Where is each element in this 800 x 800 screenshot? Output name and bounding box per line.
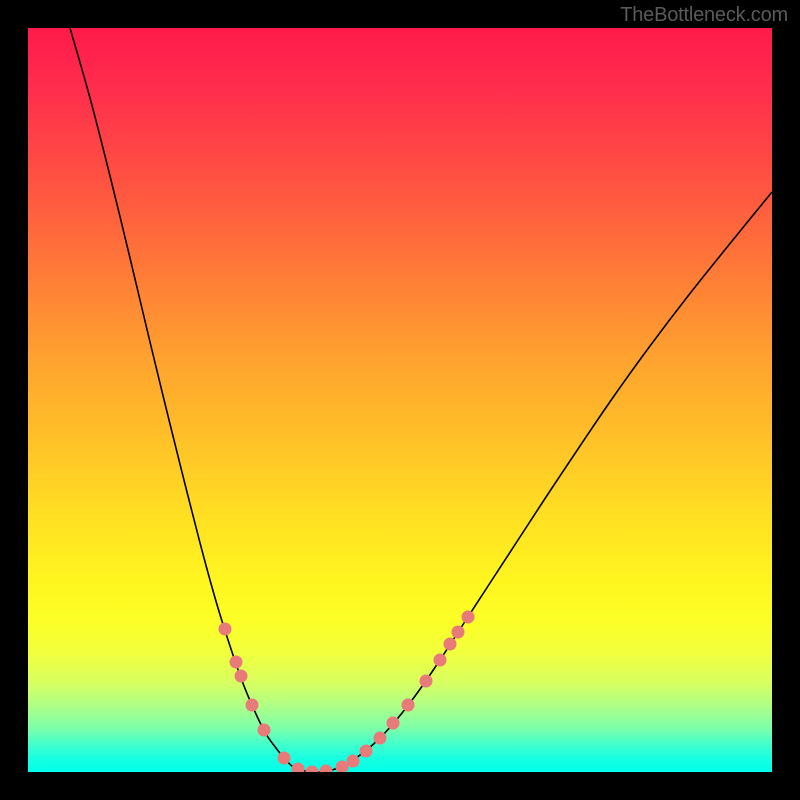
dot-marker: [374, 732, 387, 745]
dot-marker: [292, 763, 305, 773]
dot-marker: [402, 699, 415, 712]
watermark-text: TheBottleneck.com: [620, 4, 788, 27]
dot-marker: [235, 670, 248, 683]
curve-left-branch: [70, 28, 312, 772]
dot-marker: [219, 623, 232, 636]
dot-marker: [434, 654, 447, 667]
dot-marker: [420, 675, 433, 688]
dot-marker: [336, 761, 349, 773]
dot-marker: [278, 752, 291, 765]
dot-marker: [444, 638, 457, 651]
dot-marker: [306, 766, 319, 773]
dot-marker: [230, 656, 243, 669]
dot-marker: [320, 765, 333, 773]
dot-marker: [258, 724, 271, 737]
plot-area: [28, 28, 772, 772]
dot-marker: [452, 626, 465, 639]
dot-marker: [360, 745, 373, 758]
dot-marker: [347, 755, 360, 768]
curve-right-branch: [312, 192, 772, 772]
dot-markers: [219, 611, 475, 773]
curve-svg: [28, 28, 772, 772]
dot-marker: [462, 611, 475, 624]
dot-marker: [246, 699, 259, 712]
dot-marker: [387, 717, 400, 730]
